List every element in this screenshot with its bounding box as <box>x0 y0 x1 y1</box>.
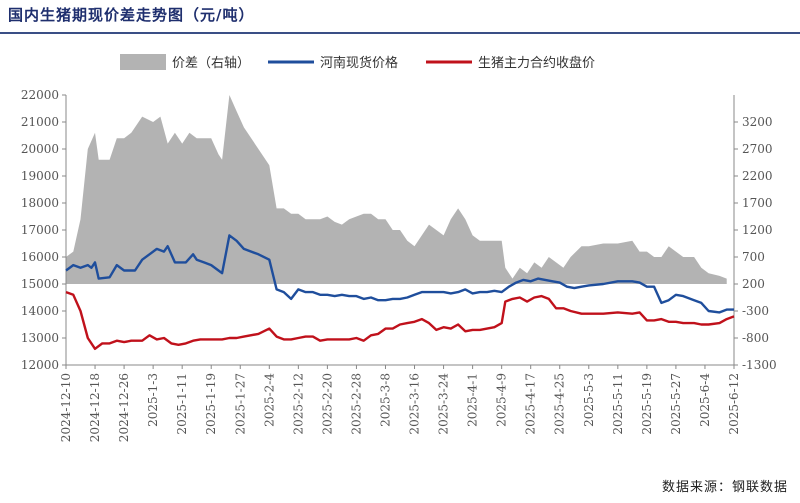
right-tick-label: -800 <box>742 331 769 345</box>
x-tick-label: 2025-1-3 <box>146 373 160 427</box>
x-tick-label: 2025-4-9 <box>495 373 509 427</box>
basis-area <box>66 95 727 284</box>
x-tick-label: 2025-4-17 <box>524 373 538 435</box>
x-tick-label: 2025-2-12 <box>291 373 305 435</box>
right-tick-label: -300 <box>742 304 769 318</box>
left-tick-label: 15000 <box>21 277 59 291</box>
legend-label-spot: 河南现货价格 <box>320 55 398 71</box>
x-tick-label: 2025-3-16 <box>408 373 422 435</box>
x-tick-label: 2025-1-27 <box>233 373 247 435</box>
left-tick-label: 22000 <box>21 88 59 102</box>
x-tick-label: 2025-3-8 <box>378 373 392 427</box>
x-tick-label: 2025-5-27 <box>669 373 683 435</box>
right-tick-label: 2700 <box>742 142 773 156</box>
x-tick-label: 2025-6-4 <box>698 373 712 427</box>
title-rule <box>0 32 800 34</box>
left-tick-label: 18000 <box>21 196 59 210</box>
x-tick-label: 2025-5-3 <box>582 373 596 427</box>
x-tick-label: 2025-6-12 <box>727 373 741 435</box>
axes-layer <box>62 94 738 369</box>
x-tick-label: 2025-5-11 <box>611 373 625 435</box>
left-tick-label: 20000 <box>21 142 59 156</box>
legend-label-futures: 生猪主力合约收盘价 <box>478 55 595 71</box>
left-tick-label: 16000 <box>21 250 59 264</box>
left-tick-label: 14000 <box>21 304 59 318</box>
right-tick-label: 700 <box>742 250 765 264</box>
left-tick-label: 12000 <box>21 358 59 372</box>
x-tick-label: 2024-12-18 <box>88 373 102 442</box>
x-tick-label: 2025-2-20 <box>320 373 334 435</box>
right-tick-label: 200 <box>742 277 765 291</box>
x-tick-label: 2025-4-25 <box>553 373 567 435</box>
right-tick-label: 2200 <box>742 169 773 183</box>
left-tick-label: 13000 <box>21 331 59 345</box>
right-tick-label: 1700 <box>742 196 773 210</box>
chart-title: 国内生猪期现价差走势图（元/吨） <box>8 6 255 24</box>
right-tick-label: 1200 <box>742 223 773 237</box>
x-tick-label: 2024-12-10 <box>59 373 73 442</box>
legend-label-basis: 价差（右轴） <box>172 56 250 71</box>
legend-swatch-basis <box>120 54 166 70</box>
left-tick-label: 21000 <box>21 115 59 129</box>
spot-price-line <box>65 234 734 314</box>
x-tick-label: 2025-2-28 <box>349 373 363 435</box>
source-note: 数据来源：钢联数据 <box>661 480 788 495</box>
left-tick-label: 19000 <box>21 169 59 183</box>
x-tick-label: 2025-1-19 <box>204 373 218 435</box>
x-tick-label: 2025-5-19 <box>640 373 654 435</box>
futures-price-line <box>65 290 735 350</box>
chart: 价差（右轴） 河南现货价格 生猪主力合约收盘价 12000 13000 14000 150… <box>21 54 777 442</box>
legend: 价差（右轴） 河南现货价格 生猪主力合约收盘价 <box>120 54 595 71</box>
ticks-layer: 12000 13000 14000 15000 16000 17000 18000 19000… <box>21 88 777 442</box>
right-tick-label: 3200 <box>742 115 773 129</box>
x-tick-label: 2024-12-26 <box>117 373 131 442</box>
x-tick-label: 2025-2-4 <box>262 373 276 427</box>
x-tick-label: 2025-3-24 <box>437 373 451 435</box>
right-tick-label: -1300 <box>742 358 777 372</box>
x-tick-label: 2025-4-1 <box>466 373 480 427</box>
left-tick-label: 17000 <box>21 223 59 237</box>
x-tick-label: 2025-1-11 <box>175 373 189 435</box>
lines-layer <box>65 234 735 350</box>
area-layer <box>66 95 727 284</box>
